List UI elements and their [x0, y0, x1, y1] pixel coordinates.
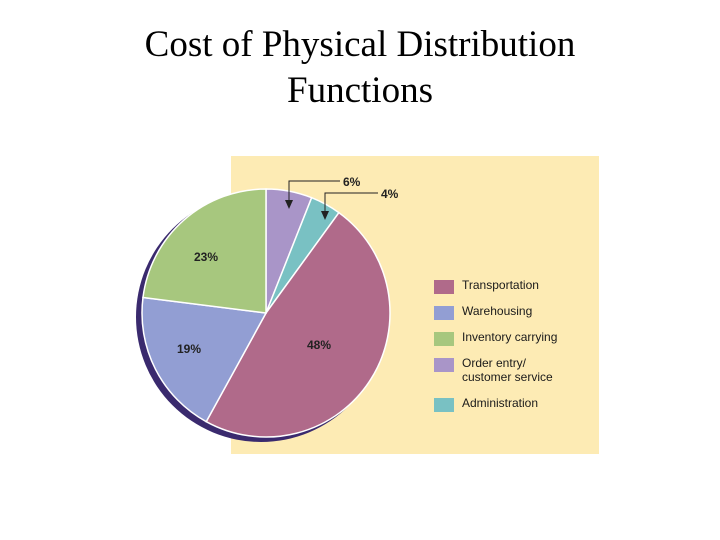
legend-label: Order entry/ [462, 356, 527, 370]
chart-title-line-1: Cost of Physical Distribution [144, 24, 576, 65]
chart-title: Cost of Physical Distribution Functions [0, 22, 720, 114]
slice-label-6-percent: 6% [343, 175, 361, 189]
pie-callouts [285, 180, 378, 220]
legend-swatch [434, 306, 454, 320]
slice-label-19-percent: 19% [177, 342, 201, 356]
pie-slices [141, 188, 391, 438]
pie-slice-transportation [205, 211, 391, 438]
pie-slice-inventory-carrying [142, 188, 267, 314]
legend-swatch [434, 280, 454, 294]
pie-slice-warehousing [141, 296, 268, 423]
chart-title-line-2: Functions [287, 70, 433, 111]
slice-label-4-percent: 4% [381, 187, 399, 201]
legend-swatch [434, 398, 454, 412]
legend-label-line-2: customer service [462, 370, 553, 384]
slice-label-23-percent: 23% [194, 250, 218, 264]
callout-line-4-percent [324, 192, 378, 216]
legend-swatch [434, 332, 454, 346]
legend-label: Inventory carrying [462, 330, 558, 344]
callout-line-6-percent [288, 180, 340, 206]
legend-label: Transportation [462, 278, 539, 292]
legend-label: Administration [462, 396, 539, 410]
callout-arrow-6-percent [285, 200, 293, 209]
pie-labels: 6% 4% 48% 19% 23% [177, 175, 399, 356]
slice-label-48-percent: 48% [307, 338, 331, 352]
callout-arrow-4-percent [321, 211, 329, 220]
legend-label: Warehousing [462, 304, 533, 318]
legend-swatch [434, 358, 454, 372]
